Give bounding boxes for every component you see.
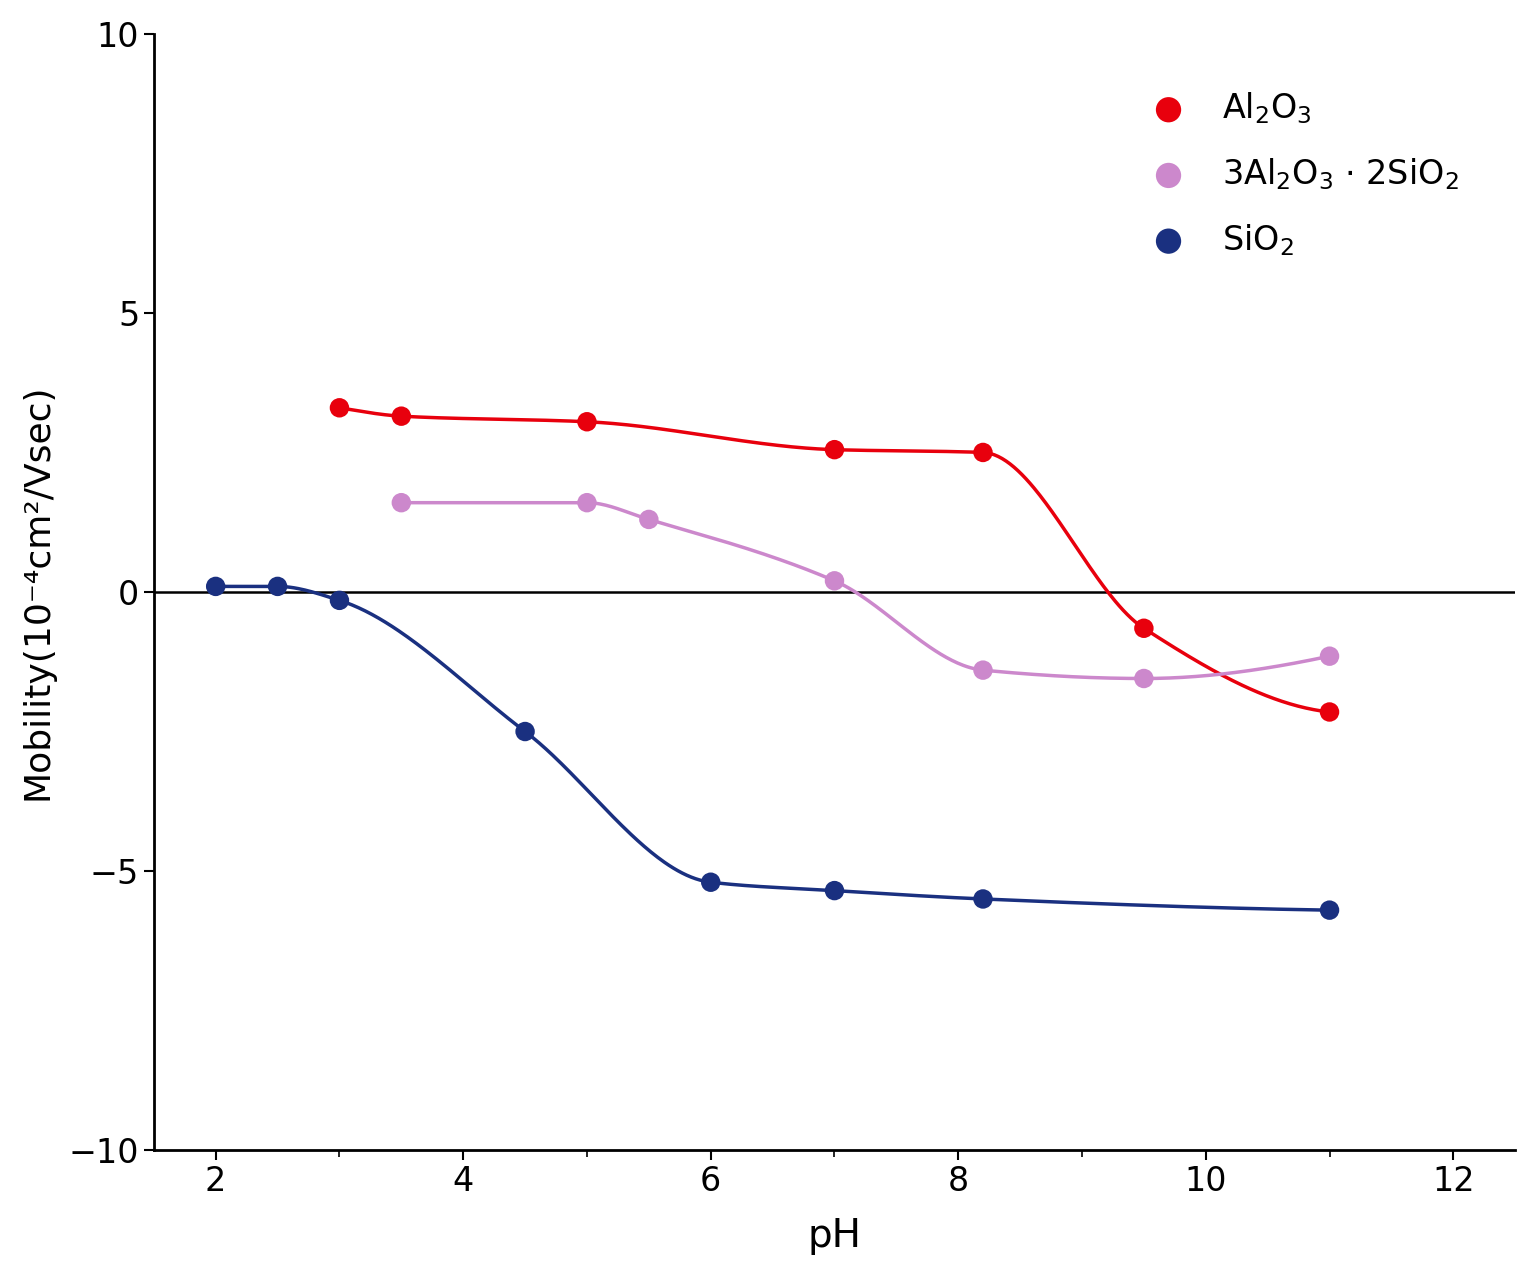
X-axis label: pH: pH xyxy=(808,1217,862,1256)
Al$_2$O$_3$ xyxy=(327,398,352,419)
SiO$_2$ xyxy=(822,880,846,901)
Al$_2$O$_3$ xyxy=(389,406,413,426)
SiO$_2$ xyxy=(699,872,723,892)
SiO$_2$ xyxy=(971,889,995,910)
3Al$_2$O$_3$ $\cdot$ 2SiO$_2$ xyxy=(822,570,846,591)
3Al$_2$O$_3$ $\cdot$ 2SiO$_2$ xyxy=(971,660,995,680)
Y-axis label: Mobility(10⁻⁴cm²/Vsec): Mobility(10⁻⁴cm²/Vsec) xyxy=(22,384,55,800)
Al$_2$O$_3$ xyxy=(1132,618,1157,638)
3Al$_2$O$_3$ $\cdot$ 2SiO$_2$ xyxy=(636,509,660,530)
Al$_2$O$_3$ xyxy=(971,443,995,463)
SiO$_2$ xyxy=(327,591,352,611)
SiO$_2$ xyxy=(266,577,290,597)
SiO$_2$ xyxy=(513,721,538,741)
SiO$_2$ xyxy=(203,577,227,597)
Legend: Al$_2$O$_3$, 3Al$_2$O$_3$ $\cdot$ 2SiO$_2$, SiO$_2$: Al$_2$O$_3$, 3Al$_2$O$_3$ $\cdot$ 2SiO$_… xyxy=(1095,51,1499,297)
3Al$_2$O$_3$ $\cdot$ 2SiO$_2$ xyxy=(1318,646,1342,666)
Al$_2$O$_3$ xyxy=(574,412,599,433)
Al$_2$O$_3$ xyxy=(822,439,846,459)
3Al$_2$O$_3$ $\cdot$ 2SiO$_2$ xyxy=(389,493,413,513)
SiO$_2$ xyxy=(1318,900,1342,920)
3Al$_2$O$_3$ $\cdot$ 2SiO$_2$ xyxy=(1132,669,1157,689)
3Al$_2$O$_3$ $\cdot$ 2SiO$_2$ xyxy=(574,493,599,513)
Al$_2$O$_3$ xyxy=(1318,702,1342,722)
